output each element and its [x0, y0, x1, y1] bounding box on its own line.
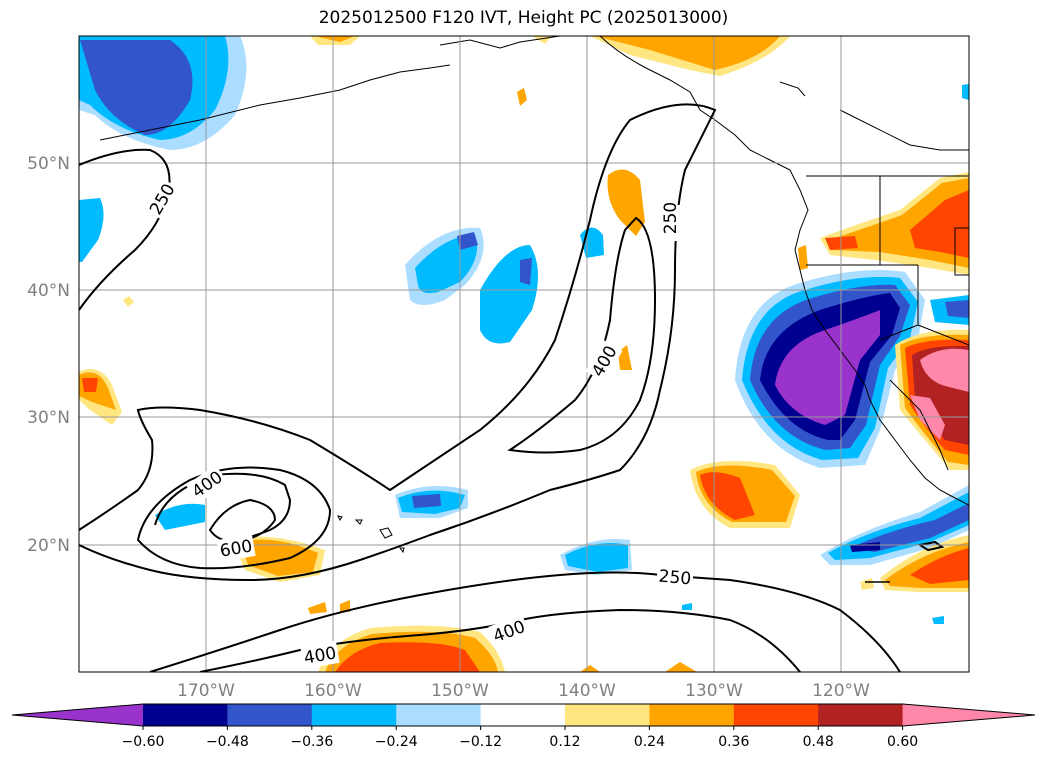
map-title: 2025012500 F120 IVT, Height PC (20250130…: [318, 8, 729, 28]
shade-region: [80, 40, 193, 135]
shade-region: [775, 310, 880, 425]
contour-label-box: [300, 641, 340, 669]
shade-region: [860, 578, 874, 590]
colorbar-segment: [227, 704, 313, 726]
shade-region: [920, 348, 969, 392]
lon-labels: 170°W 160°W 150°W 140°W 130°W 120°W: [177, 681, 870, 701]
island-mark: [917, 540, 945, 552]
lat-label: 20°N: [27, 536, 70, 556]
contour-label: 250: [661, 202, 681, 234]
shade-region: [665, 662, 697, 672]
shade-region: [240, 539, 318, 576]
contour-label-box: [185, 464, 229, 504]
state-borders: [806, 175, 969, 346]
contour-label-box: [656, 564, 694, 590]
lat-labels: 50°N 40°N 30°N 20°N: [27, 154, 70, 556]
shade-region: [910, 190, 969, 258]
contour-label-box: [216, 534, 256, 562]
colorbar-segment: [902, 704, 1035, 726]
contour-label: 250: [658, 567, 692, 590]
contour-label-box: [664, 205, 688, 241]
shade-region: [412, 494, 441, 508]
shade-region: [457, 232, 478, 250]
shade-region: [517, 88, 527, 106]
colorbar-tick-label: 0.12: [549, 734, 580, 750]
shade-region: [123, 296, 134, 307]
shaded-field: [79, 36, 969, 672]
coast-islands: [779, 81, 806, 97]
lat-label: 40°N: [27, 281, 70, 301]
shade-region: [850, 503, 969, 552]
contour-label-box: [143, 177, 181, 221]
colorbar-tick-label: −0.48: [206, 734, 249, 750]
shade-region: [945, 300, 969, 318]
shade-region: [82, 378, 98, 392]
lon-label: 130°W: [685, 681, 743, 701]
contour-250-south: [149, 571, 901, 672]
shade-region: [682, 603, 692, 610]
colorbar-tick-label: −0.12: [459, 734, 502, 750]
colorbar-tick-label: −0.36: [290, 734, 333, 750]
lon-label: 160°W: [304, 681, 362, 701]
shade-region: [565, 542, 628, 572]
colorbar-tick-label: 0.24: [634, 734, 665, 750]
lat-label: 50°N: [27, 154, 70, 174]
canada-borders: [839, 109, 969, 151]
colorbar-segment: [143, 704, 228, 726]
colorbar-tick-label: −0.24: [375, 734, 418, 750]
colorbar-tick-label: 0.48: [803, 734, 834, 750]
contour-label-box: [488, 614, 530, 648]
colorbar-segment: [818, 704, 904, 726]
shade-region: [340, 600, 350, 612]
shade-region: [962, 84, 969, 100]
lon-label: 120°W: [812, 681, 870, 701]
shade-region: [155, 503, 205, 530]
shade-region: [79, 198, 104, 262]
shade-region: [335, 642, 480, 672]
colorbar-segment: [480, 704, 566, 726]
contour-250-trough: [79, 103, 717, 582]
contour-400-low: [136, 466, 332, 570]
lat-label: 30°N: [27, 408, 70, 428]
shade-region: [580, 665, 600, 672]
colorbar-segment: [311, 704, 397, 726]
colorbar-segment: [396, 704, 482, 726]
contour-400-ridge: [507, 216, 657, 454]
shade-region: [932, 616, 944, 624]
colorbar-segment: [12, 704, 143, 726]
colorbar-segment: [733, 704, 819, 726]
hawaiian-islands: [337, 515, 405, 554]
shade-region: [315, 36, 355, 42]
colorbar-tick-label: −0.60: [122, 734, 165, 750]
shade-region: [520, 258, 532, 285]
lon-label: 170°W: [177, 681, 235, 701]
colorbar-segment: [565, 704, 650, 726]
colorbar-tick-label: 0.60: [887, 734, 918, 750]
contour-label-box: [585, 339, 623, 383]
shade-region: [910, 548, 969, 584]
shade-region: [308, 602, 327, 614]
shade-region: [595, 36, 780, 70]
colorbar: −0.60 −0.48 −0.36 −0.24 −0.12 0.12 0.24 0.36 0.4…: [11, 703, 1036, 750]
coastline-aleutians: [99, 64, 451, 141]
colorbar-segment: [649, 704, 735, 726]
colorbar-tick-label: 0.36: [718, 734, 749, 750]
lon-label: 140°W: [558, 681, 616, 701]
shade-region: [798, 245, 808, 270]
lon-label: 150°W: [431, 681, 489, 701]
map-frame: [78, 35, 970, 673]
map-panel: 250 400 250 400 600 250 400 400: [79, 36, 969, 672]
coastline-baja: [889, 379, 949, 471]
